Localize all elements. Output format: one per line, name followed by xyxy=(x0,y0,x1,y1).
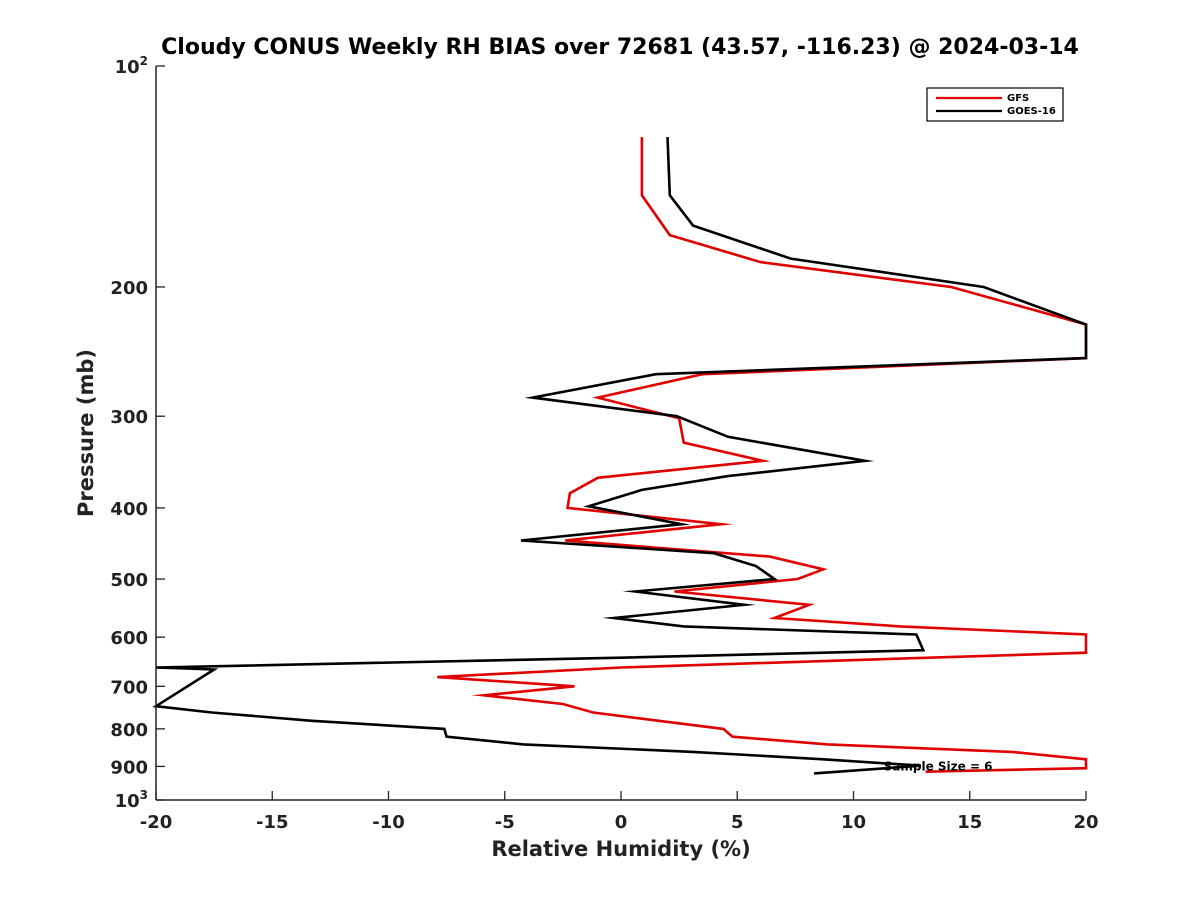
x-axis-label: Relative Humidity (%) xyxy=(491,837,750,861)
y-axis-label: Pressure (mb) xyxy=(74,349,98,517)
legend-label-goes16: GOES-16 xyxy=(1007,106,1056,117)
x-tick-label: 5 xyxy=(731,812,744,833)
y-tick-label: 500 xyxy=(110,570,148,591)
plot-area xyxy=(156,66,1086,800)
x-tick-label: -5 xyxy=(495,812,515,833)
y-tick-label: 300 xyxy=(110,407,148,428)
y-tick-label: 400 xyxy=(110,499,148,520)
x-tick-label: -10 xyxy=(372,812,405,833)
legend-box xyxy=(926,87,1064,122)
y-tick-label: 700 xyxy=(110,677,148,698)
x-tick-label: -15 xyxy=(256,812,289,833)
x-tick-label: -20 xyxy=(140,812,173,833)
series-layer xyxy=(152,137,1088,775)
x-tick-label: 10 xyxy=(841,812,866,833)
x-tick-label: 20 xyxy=(1073,812,1098,833)
series-line-goes16 xyxy=(152,137,1088,775)
x-ticks: -20 -15 -10 -5 0 5 10 15 20 xyxy=(140,791,1099,833)
x-tick-label: 0 xyxy=(615,812,628,833)
y-tick-label: 900 xyxy=(110,757,148,778)
x-tick-label: 15 xyxy=(957,812,982,833)
legend: GFS GOES-16 xyxy=(926,87,1064,122)
y-tick-label: 102 xyxy=(115,54,148,78)
y-tick-label: 600 xyxy=(110,628,148,649)
y-tick-label: 800 xyxy=(110,720,148,741)
chart-title: Cloudy CONUS Weekly RH BIAS over 72681 (… xyxy=(161,35,1079,60)
y-tick-label: 103 xyxy=(115,788,148,812)
y-ticks: 102 200 300 400 500 600 700 800 900 103 xyxy=(110,54,165,812)
legend-label-gfs: GFS xyxy=(1007,93,1029,104)
y-tick-label: 200 xyxy=(110,278,148,299)
sample-size-annotation: Sample Size = 6 xyxy=(884,759,993,773)
